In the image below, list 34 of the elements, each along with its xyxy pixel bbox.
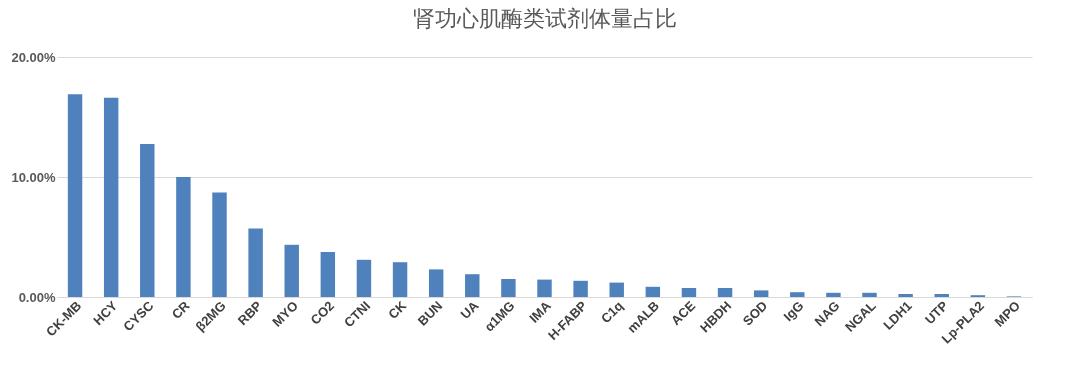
bar [67, 94, 83, 297]
bar [392, 262, 408, 297]
bar [790, 292, 805, 297]
bar [753, 290, 769, 297]
bar [176, 177, 191, 297]
bar [717, 288, 733, 297]
y-tick-label: 20.00% [11, 49, 56, 65]
bar [681, 288, 697, 297]
bar [284, 244, 299, 297]
bar [140, 144, 155, 297]
x-tick-label: C1q [597, 298, 626, 327]
bar [465, 274, 480, 297]
x-tick-label: CK [385, 297, 410, 322]
bar [609, 282, 624, 297]
x-tick-label: CR [168, 297, 194, 322]
bar [898, 294, 913, 297]
bar [826, 292, 841, 297]
bar [103, 97, 119, 297]
x-tick-label: UA [457, 297, 482, 322]
bar [645, 286, 661, 297]
bar [862, 292, 877, 297]
bar [573, 280, 588, 297]
bar [356, 259, 372, 297]
bar [537, 279, 552, 297]
bar [248, 228, 263, 297]
x-tick-label: IgG [780, 298, 807, 325]
chart-title: 肾功心肌酶类试剂体量占比 [412, 6, 677, 31]
bar [320, 252, 336, 297]
y-tick-label: 10.00% [11, 169, 56, 185]
bar [428, 269, 444, 297]
y-tick-label: 0.00% [18, 289, 56, 305]
bar [934, 294, 949, 297]
bar [501, 279, 516, 297]
bar [212, 192, 227, 297]
